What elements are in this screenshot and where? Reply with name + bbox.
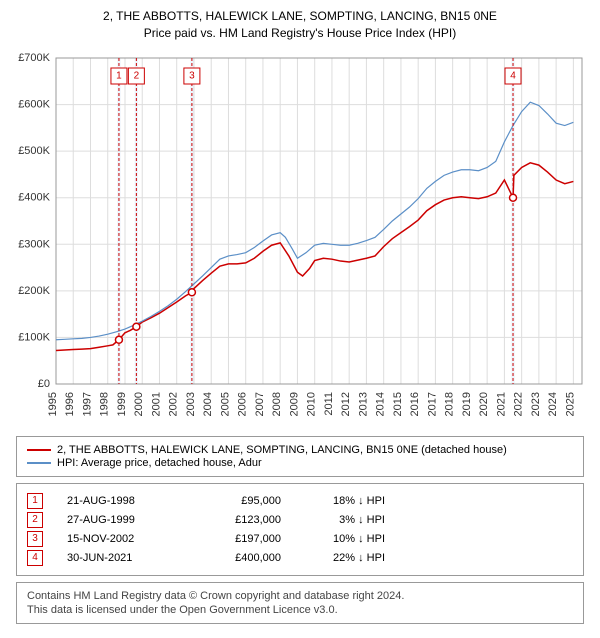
sale-marker-dot — [115, 336, 122, 343]
table-row: 4 30-JUN-2021 £400,000 22% ↓ HPI — [27, 550, 573, 566]
x-tick-label: 2024 — [547, 392, 559, 416]
sale-price: £197,000 — [201, 533, 281, 545]
legend-swatch — [27, 449, 51, 451]
y-tick-label: £0 — [38, 378, 50, 390]
sale-price: £400,000 — [201, 552, 281, 564]
legend-row: HPI: Average price, detached house, Adur — [27, 457, 573, 469]
x-tick-label: 2008 — [271, 392, 283, 416]
sale-marker-number: 1 — [116, 70, 122, 81]
x-tick-label: 2013 — [357, 392, 369, 416]
sale-marker-dot — [133, 323, 140, 330]
y-tick-label: £700K — [18, 52, 50, 64]
footer-line2: This data is licensed under the Open Gov… — [27, 603, 573, 617]
sale-number-box: 4 — [27, 550, 43, 566]
sale-price: £95,000 — [201, 495, 281, 507]
legend-label: HPI: Average price, detached house, Adur — [57, 457, 262, 469]
sale-date: 15-NOV-2002 — [67, 533, 177, 545]
sale-number-box: 3 — [27, 531, 43, 547]
x-tick-label: 1996 — [64, 392, 76, 416]
x-tick-label: 2022 — [513, 392, 525, 416]
x-tick-label: 2007 — [254, 392, 266, 416]
x-tick-label: 2020 — [478, 392, 490, 416]
x-tick-label: 1998 — [99, 392, 111, 416]
price-chart: £0 £100K £200K £300K £400K £500K £600K £700K 199… — [8, 50, 592, 430]
sale-diff: 18% ↓ HPI — [305, 495, 385, 507]
table-row: 3 15-NOV-2002 £197,000 10% ↓ HPI — [27, 531, 573, 547]
sale-date: 21-AUG-1998 — [67, 495, 177, 507]
x-tick-label: 2002 — [168, 392, 180, 416]
x-tick-label: 2017 — [426, 392, 438, 416]
sale-marker-number: 4 — [510, 70, 516, 81]
y-tick-label: £200K — [18, 284, 50, 296]
sale-price: £123,000 — [201, 514, 281, 526]
sale-diff: 10% ↓ HPI — [305, 533, 385, 545]
x-tick-label: 1997 — [81, 392, 93, 416]
footer-line1: Contains HM Land Registry data © Crown c… — [27, 589, 573, 603]
sale-marker-number: 2 — [134, 70, 140, 81]
sale-date: 27-AUG-1999 — [67, 514, 177, 526]
x-tick-label: 2021 — [495, 392, 507, 416]
sale-marker-dot — [510, 194, 517, 201]
x-tick-label: 2001 — [150, 392, 162, 416]
x-tick-label: 2006 — [237, 392, 249, 416]
sale-date: 30-JUN-2021 — [67, 552, 177, 564]
sale-diff: 22% ↓ HPI — [305, 552, 385, 564]
x-tick-label: 2011 — [323, 392, 335, 416]
y-tick-label: £300K — [18, 238, 50, 250]
chart-title: 2, THE ABBOTTS, HALEWICK LANE, SOMPTING,… — [8, 8, 592, 42]
sales-table: 1 21-AUG-1998 £95,000 18% ↓ HPI 2 27-AUG-1999… — [16, 483, 584, 576]
legend-label: 2, THE ABBOTTS, HALEWICK LANE, SOMPTING,… — [57, 444, 507, 456]
legend-row: 2, THE ABBOTTS, HALEWICK LANE, SOMPTING,… — [27, 444, 573, 456]
footer-credits: Contains HM Land Registry data © Crown c… — [16, 582, 584, 625]
y-tick-label: £400K — [18, 191, 50, 203]
x-tick-label: 2025 — [564, 392, 576, 416]
x-tick-label: 2019 — [461, 392, 473, 416]
x-tick-label: 2009 — [288, 392, 300, 416]
sale-number-box: 1 — [27, 493, 43, 509]
y-tick-label: £500K — [18, 145, 50, 157]
x-tick-label: 2003 — [185, 392, 197, 416]
x-tick-label: 2014 — [375, 392, 387, 416]
legend: 2, THE ABBOTTS, HALEWICK LANE, SOMPTING,… — [16, 436, 584, 477]
chart-svg: £0 £100K £200K £300K £400K £500K £600K £700K 199… — [8, 50, 592, 430]
legend-swatch — [27, 462, 51, 464]
sale-marker-dot — [188, 288, 195, 295]
sale-diff: 3% ↓ HPI — [305, 514, 385, 526]
y-tick-label: £100K — [18, 331, 50, 343]
x-tick-label: 1995 — [47, 392, 59, 416]
y-tick-label: £600K — [18, 98, 50, 110]
table-row: 1 21-AUG-1998 £95,000 18% ↓ HPI — [27, 493, 573, 509]
title-line1: 2, THE ABBOTTS, HALEWICK LANE, SOMPTING,… — [8, 8, 592, 25]
x-tick-label: 2004 — [202, 392, 214, 416]
x-tick-label: 2005 — [219, 392, 231, 416]
x-tick-label: 2012 — [340, 392, 352, 416]
title-line2: Price paid vs. HM Land Registry's House … — [8, 25, 592, 42]
sale-number-box: 2 — [27, 512, 43, 528]
x-tick-label: 2018 — [444, 392, 456, 416]
sale-marker-number: 3 — [189, 70, 195, 81]
x-tick-label: 2016 — [409, 392, 421, 416]
x-tick-label: 2010 — [306, 392, 318, 416]
x-tick-label: 2000 — [133, 392, 145, 416]
x-tick-label: 1999 — [116, 392, 128, 416]
x-tick-label: 2015 — [392, 392, 404, 416]
x-tick-label: 2023 — [530, 392, 542, 416]
table-row: 2 27-AUG-1999 £123,000 3% ↓ HPI — [27, 512, 573, 528]
